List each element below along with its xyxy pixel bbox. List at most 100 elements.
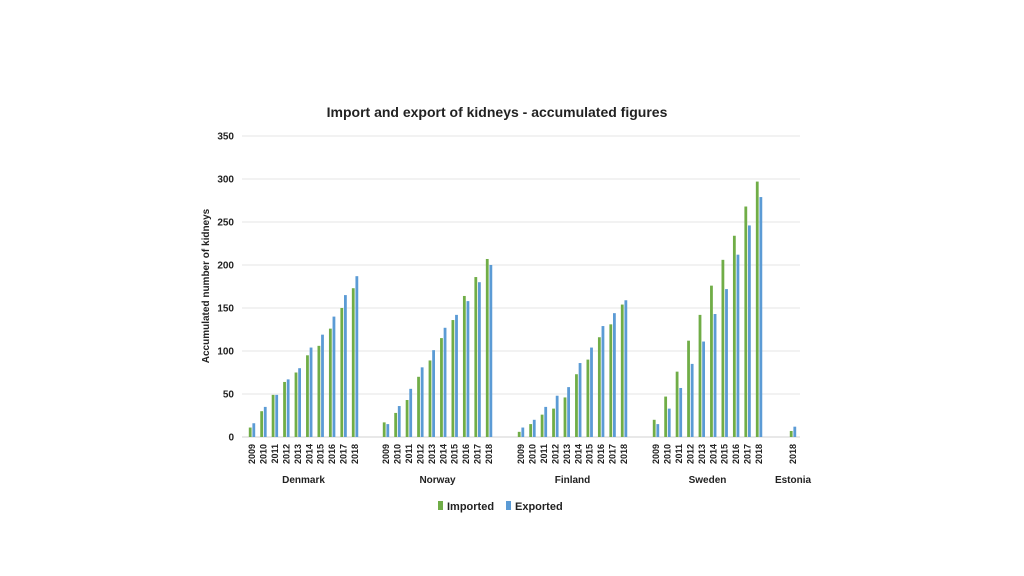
y-tick-label: 150 <box>217 304 234 315</box>
bar-exported-sweden-2017 <box>748 225 751 437</box>
bar-exported-norway-2010 <box>397 406 401 437</box>
bar-exported-sweden-2009 <box>656 424 660 437</box>
x-tick-label: 2011 <box>270 444 280 464</box>
bar-imported-sweden-2016 <box>732 235 736 437</box>
bar-imported-sweden-2014 <box>710 285 713 437</box>
x-tick-label: 2017 <box>339 444 349 464</box>
bar-exported-norway-2015 <box>455 314 458 437</box>
bar-exported-norway-2018 <box>489 265 493 437</box>
x-tick-label: 2013 <box>427 444 437 464</box>
bar-exported-sweden-2012 <box>690 363 694 437</box>
bar-exported-finland-2011 <box>544 406 548 437</box>
x-tick-label: 2016 <box>731 444 741 464</box>
bar-exported-denmark-2013 <box>298 368 301 437</box>
group-label-estonia: Estonia <box>775 475 812 486</box>
x-tick-label: 2015 <box>316 444 326 464</box>
x-tick-label: 2010 <box>527 444 537 464</box>
x-tick-label: 2010 <box>662 444 672 464</box>
legend: Imported Exported <box>438 501 563 513</box>
x-tick-label: 2018 <box>484 444 494 464</box>
x-tick-label: 2018 <box>754 444 764 464</box>
bar-exported-denmark-2014 <box>309 347 313 437</box>
x-tick-label: 2013 <box>293 444 303 464</box>
x-tick-label: 2015 <box>450 444 460 464</box>
bar-exported-denmark-2016 <box>332 316 336 437</box>
x-tick-label: 2016 <box>461 444 471 464</box>
x-tick-label: 2010 <box>392 444 402 464</box>
bar-imported-denmark-2016 <box>328 328 332 437</box>
bar-exported-norway-2014 <box>443 327 447 437</box>
bar-imported-denmark-2010 <box>260 411 264 437</box>
bar-exported-finland-2018 <box>624 300 628 437</box>
bar-exported-denmark-2012 <box>286 379 290 437</box>
bar-exported-finland-2013 <box>567 387 570 437</box>
bar-exported-norway-2013 <box>432 350 435 437</box>
bar-exported-norway-2012 <box>420 367 424 437</box>
bar-imported-sweden-2017 <box>744 206 748 437</box>
x-tick-label: 2012 <box>685 444 695 464</box>
x-tick-label: 2017 <box>473 444 483 464</box>
bar-imported-sweden-2013 <box>698 314 702 437</box>
bar-exported-finland-2015 <box>590 347 593 437</box>
bar-imported-finland-2017 <box>609 324 613 437</box>
bar-exported-norway-2016 <box>466 301 470 437</box>
x-tick-label: 2017 <box>608 444 618 464</box>
bar-imported-finland-2016 <box>597 337 601 437</box>
bar-imported-finland-2010 <box>529 424 533 437</box>
bar-imported-sweden-2015 <box>721 259 725 437</box>
bar-imported-norway-2012 <box>417 376 420 437</box>
bar-imported-denmark-2011 <box>271 394 275 437</box>
group-label-finland: Finland <box>555 475 591 486</box>
bar-imported-norway-2011 <box>405 400 409 437</box>
bar-exported-finland-2014 <box>578 363 582 437</box>
group-label-denmark: Denmark <box>282 475 325 486</box>
bar-exported-denmark-2011 <box>275 394 279 437</box>
bar-imported-denmark-2012 <box>283 381 286 437</box>
bar-imported-sweden-2018 <box>755 181 759 437</box>
bar-exported-denmark-2017 <box>344 295 347 437</box>
bar-imported-norway-2018 <box>485 258 489 437</box>
x-tick-label: 2012 <box>281 444 291 464</box>
y-tick-label: 100 <box>217 347 234 358</box>
bar-imported-norway-2013 <box>428 360 432 437</box>
bar-imported-denmark-2015 <box>317 345 321 437</box>
bar-exported-norway-2009 <box>386 424 390 437</box>
bar-imported-norway-2010 <box>394 412 398 437</box>
bar-imported-denmark-2009 <box>248 427 252 437</box>
bar-exported-sweden-2018 <box>759 197 763 437</box>
x-tick-label: 2009 <box>247 444 257 464</box>
bar-imported-finland-2018 <box>620 304 624 437</box>
y-tick-label: 50 <box>223 390 235 401</box>
bar-exported-denmark-2015 <box>321 334 324 437</box>
x-tick-label: 2015 <box>720 444 730 464</box>
bar-exported-sweden-2014 <box>713 314 717 437</box>
bar-exported-norway-2011 <box>409 388 413 437</box>
x-tick-label: 2016 <box>327 444 337 464</box>
x-tick-label: 2017 <box>743 444 753 464</box>
bar-exported-sweden-2010 <box>667 408 671 437</box>
y-axis-ticks: 0 50 100 150 200 250 300 350 <box>217 132 234 444</box>
bar-imported-norway-2009 <box>382 422 386 437</box>
x-tick-label: 2015 <box>585 444 595 464</box>
x-axis-labels: 2009 2010 2011 2012 2013 2014 2015 2016 2017 2018… <box>247 444 811 486</box>
bar-exported-finland-2016 <box>601 326 605 437</box>
bar-imported-norway-2015 <box>451 320 455 437</box>
x-tick-label: 2016 <box>596 444 606 464</box>
bar-imported-denmark-2018 <box>351 288 355 437</box>
bar-exported-denmark-2018 <box>355 276 359 437</box>
bar-imported-norway-2016 <box>462 295 466 437</box>
bar-imported-finland-2014 <box>575 374 578 437</box>
x-tick-label: 2018 <box>350 444 360 464</box>
x-tick-label: 2011 <box>539 444 549 464</box>
y-tick-label: 350 <box>217 132 234 143</box>
x-tick-label: 2011 <box>404 444 414 464</box>
bar-imported-finland-2012 <box>552 408 555 437</box>
y-axis-label: Accumulated number of kidneys <box>201 208 212 363</box>
bar-imported-denmark-2017 <box>340 308 344 437</box>
x-tick-label: 2013 <box>697 444 707 464</box>
bar-imported-norway-2014 <box>440 338 443 437</box>
bar-exported-denmark-2010 <box>263 406 267 437</box>
bar-imported-denmark-2013 <box>294 372 298 437</box>
bar-imported-finland-2009 <box>517 431 521 437</box>
